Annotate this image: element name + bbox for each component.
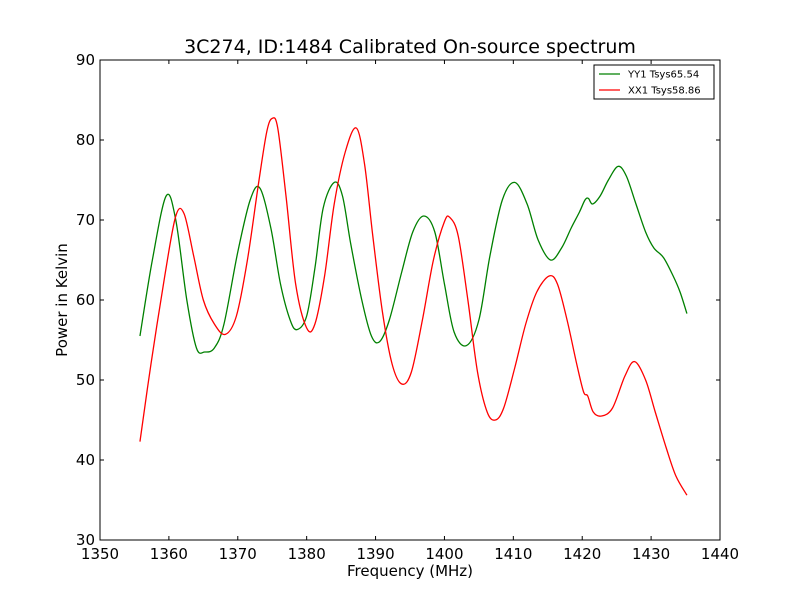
legend-label-xx1: XX1 Tsys58.86 [628, 86, 701, 97]
x-tick-label: 1400 [425, 545, 463, 563]
chart-title: 3C274, ID:1484 Calibrated On-source spec… [184, 36, 636, 58]
x-axis-label: Frequency (MHz) [347, 562, 473, 580]
y-tick-label: 70 [76, 211, 95, 229]
y-tick-label: 60 [76, 291, 95, 309]
legend-box [593, 64, 715, 100]
x-tick-label: 1380 [288, 545, 326, 563]
legend: YY1 Tsys65.54 XX1 Tsys58.86 [593, 64, 715, 100]
legend-label-yy1: YY1 Tsys65.54 [627, 70, 699, 81]
plot-area [139, 117, 688, 496]
x-tick-label: 1440 [701, 545, 739, 563]
y-tick-label: 90 [76, 51, 95, 69]
series-line-xx1 [139, 117, 688, 496]
x-tick-label: 1350 [81, 545, 119, 563]
y-tick-label: 30 [76, 531, 95, 549]
y-tick-label: 50 [76, 371, 95, 389]
series-line-yy1 [139, 165, 688, 354]
x-tick-label: 1370 [219, 545, 257, 563]
x-tick-label: 1360 [150, 545, 188, 563]
y-tick-label: 80 [76, 131, 95, 149]
x-tick-label: 1410 [494, 545, 532, 563]
x-tick-label: 1420 [563, 545, 601, 563]
x-tick-label: 1430 [632, 545, 670, 563]
y-tick-label: 40 [76, 451, 95, 469]
y-axis: 30 40 50 60 70 80 90 [76, 51, 720, 549]
y-axis-label: Power in Kelvin [53, 243, 71, 357]
x-tick-label: 1390 [356, 545, 394, 563]
x-axis: 1350 1360 1370 1380 1390 1400 1410 1420 1430 1440 [81, 60, 739, 563]
